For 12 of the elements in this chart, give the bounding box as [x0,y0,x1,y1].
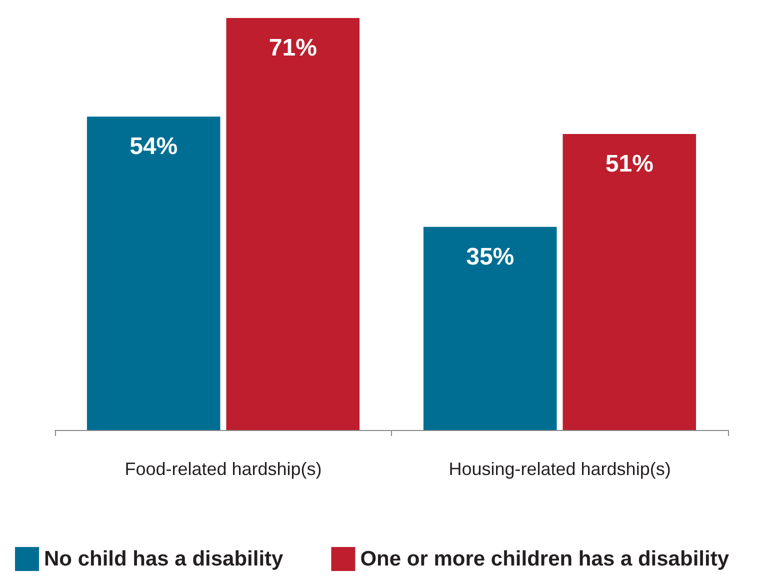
x-tick-label: Housing-related hardship(s) [448,459,671,479]
data-label: 54% [130,133,178,160]
data-label: 51% [605,150,654,178]
legend-label: No child has a disability [44,548,284,570]
bar [562,134,696,430]
data-label: 71% [268,34,317,62]
legend-label: One or more children has a disability [360,548,730,570]
bar [86,116,220,430]
bar [423,226,557,430]
bar [226,18,360,430]
x-tick-label: Food-related hardship(s) [124,459,322,479]
data-label: 35% [466,243,514,270]
